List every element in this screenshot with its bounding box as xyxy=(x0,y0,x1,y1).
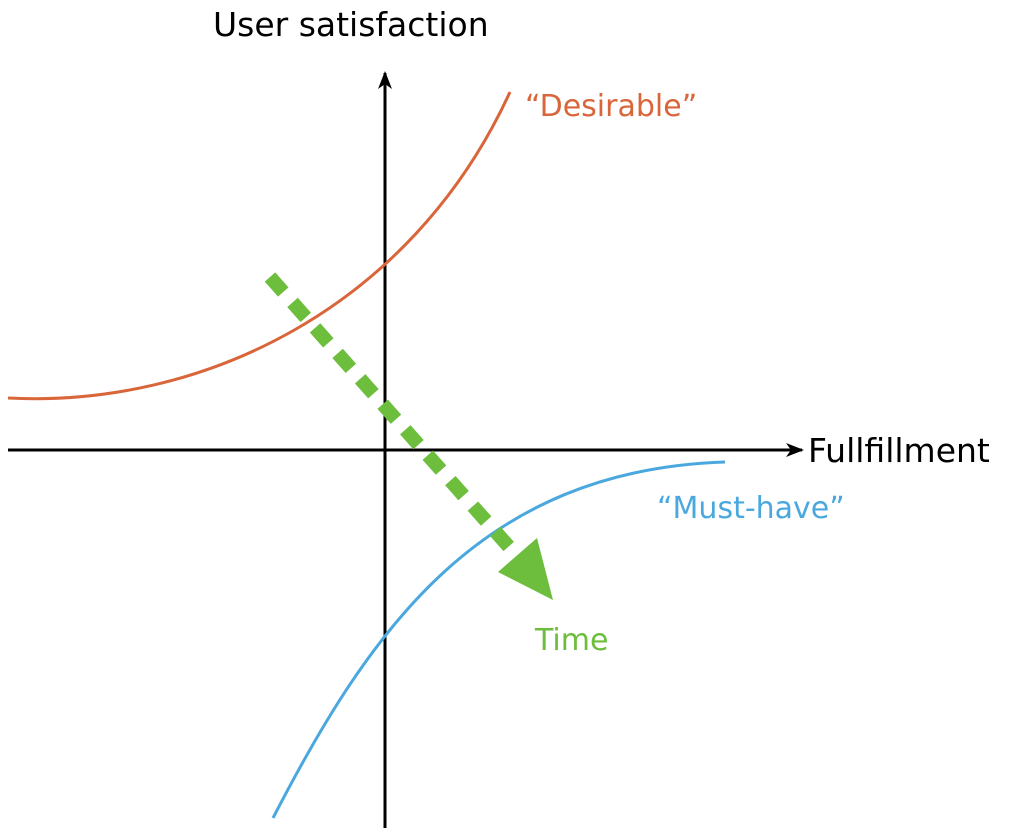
must-have-label: “Must-have” xyxy=(657,491,845,526)
time-arrow-line xyxy=(264,272,516,553)
desirable-curve xyxy=(7,91,512,401)
y-axis-label: User satisfaction xyxy=(213,5,489,44)
time-arrowhead xyxy=(498,538,553,600)
must-have-curve xyxy=(271,460,726,819)
x-axis-label: Fullfillment xyxy=(808,431,990,470)
time-label: Time xyxy=(534,623,608,658)
desirable-label: “Desirable” xyxy=(525,89,697,124)
